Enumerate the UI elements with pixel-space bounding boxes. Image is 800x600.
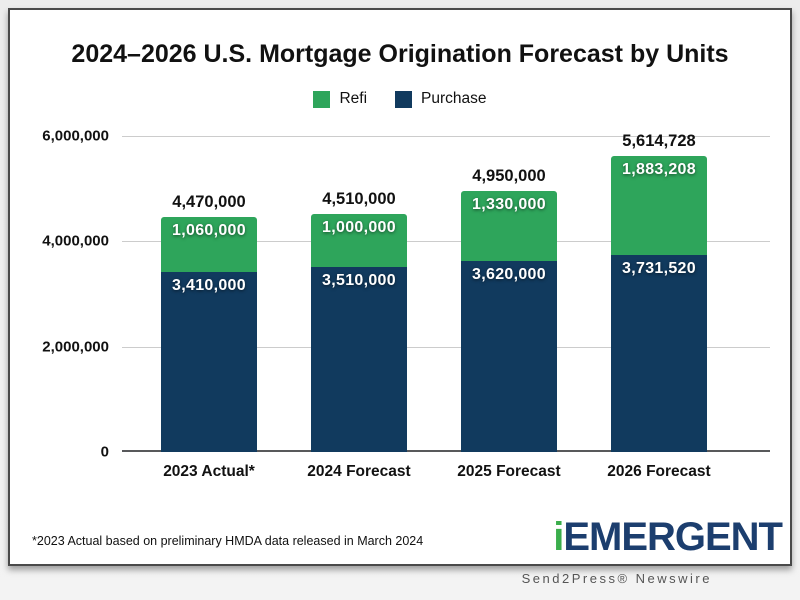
bar-value-label: 3,510,000 bbox=[322, 272, 396, 290]
bar-segment-purchase: 3,620,000 bbox=[461, 261, 557, 452]
bar-segment-refi: 1,330,000 bbox=[461, 191, 557, 262]
category-label: 2026 Forecast bbox=[607, 463, 711, 480]
bar-total-label: 4,470,000 bbox=[172, 192, 246, 211]
category-label: 2023 Actual* bbox=[163, 463, 255, 480]
y-tick-label: 6,000,000 bbox=[42, 127, 109, 145]
bar-group: 4,470,000 1,060,000 3,410,000 bbox=[134, 136, 284, 452]
chart-card: 2024–2026 U.S. Mortgage Origination Fore… bbox=[8, 8, 792, 566]
stacked-bar: 4,950,000 1,330,000 3,620,000 bbox=[461, 167, 557, 452]
bar-segment-refi: 1,060,000 bbox=[161, 216, 257, 273]
bar-group: 4,510,000 1,000,000 3,510,000 bbox=[284, 136, 434, 452]
stacked-bar: 5,614,728 1,883,208 3,731,520 bbox=[611, 132, 707, 452]
x-axis-labels: 2023 Actual* 2024 Forecast 2025 Forecast 20… bbox=[134, 463, 734, 481]
stacked-bar: 4,510,000 1,000,000 3,510,000 bbox=[311, 190, 407, 452]
bar-value-label: 3,410,000 bbox=[172, 277, 246, 295]
bar-segment-purchase: 3,510,000 bbox=[311, 267, 407, 452]
legend-item-refi: Refi bbox=[313, 90, 367, 108]
gridline bbox=[122, 241, 770, 243]
gridline bbox=[122, 346, 770, 348]
bar-segment-refi: 1,883,208 bbox=[611, 156, 707, 256]
bar-group: 5,614,728 1,883,208 3,731,520 bbox=[584, 132, 734, 452]
bar-total-label: 4,510,000 bbox=[322, 190, 396, 209]
bar-segment-refi: 1,000,000 bbox=[311, 214, 407, 268]
category-label: 2024 Forecast bbox=[307, 463, 411, 480]
x-axis-line bbox=[122, 450, 770, 452]
legend-label-refi: Refi bbox=[339, 90, 368, 107]
bar-value-label: 1,000,000 bbox=[322, 219, 396, 237]
plot-area: 6,000,000 4,000,000 2,000,000 0 4,470,000 1,0… bbox=[42, 128, 770, 480]
logo-name: EMERGENT bbox=[563, 515, 783, 559]
bar-value-label: 1,330,000 bbox=[472, 196, 546, 214]
purchase-swatch-icon bbox=[395, 90, 413, 108]
bar-value-label: 3,620,000 bbox=[472, 266, 546, 284]
newswire-credit: Send2Press® Newswire bbox=[521, 571, 712, 586]
bar-segment-purchase: 3,410,000 bbox=[161, 272, 257, 452]
bar-value-label: 1,060,000 bbox=[172, 221, 246, 239]
legend-item-purchase: Purchase bbox=[395, 90, 487, 108]
y-tick-label: 2,000,000 bbox=[42, 338, 109, 356]
chart-legend: Refi Purchase bbox=[10, 90, 790, 108]
bar-value-label: 1,883,208 bbox=[622, 161, 696, 179]
refi-swatch-icon bbox=[313, 90, 331, 108]
category-label: 2025 Forecast bbox=[457, 463, 561, 480]
gridline bbox=[122, 136, 770, 137]
stacked-bar: 4,470,000 1,060,000 3,410,000 bbox=[161, 193, 257, 452]
bar-segment-purchase: 3,731,520 bbox=[611, 255, 707, 452]
legend-label-purchase: Purchase bbox=[421, 90, 487, 107]
y-tick-label: 0 bbox=[100, 443, 109, 461]
iemergent-logo: iEMERGENT bbox=[553, 515, 783, 560]
bar-total-label: 4,950,000 bbox=[472, 167, 546, 186]
bars-row: 4,470,000 1,060,000 3,410,000 4,510,000 1,00… bbox=[134, 132, 734, 452]
y-tick-label: 4,000,000 bbox=[42, 232, 109, 250]
bar-group: 4,950,000 1,330,000 3,620,000 bbox=[434, 136, 584, 452]
bar-total-label: 5,614,728 bbox=[622, 132, 696, 151]
bar-value-label: 3,731,520 bbox=[622, 260, 696, 278]
chart-footnote: *2023 Actual based on preliminary HMDA d… bbox=[32, 534, 424, 548]
chart-title: 2024–2026 U.S. Mortgage Origination Fore… bbox=[71, 40, 729, 68]
logo-prefix: i bbox=[553, 515, 564, 559]
